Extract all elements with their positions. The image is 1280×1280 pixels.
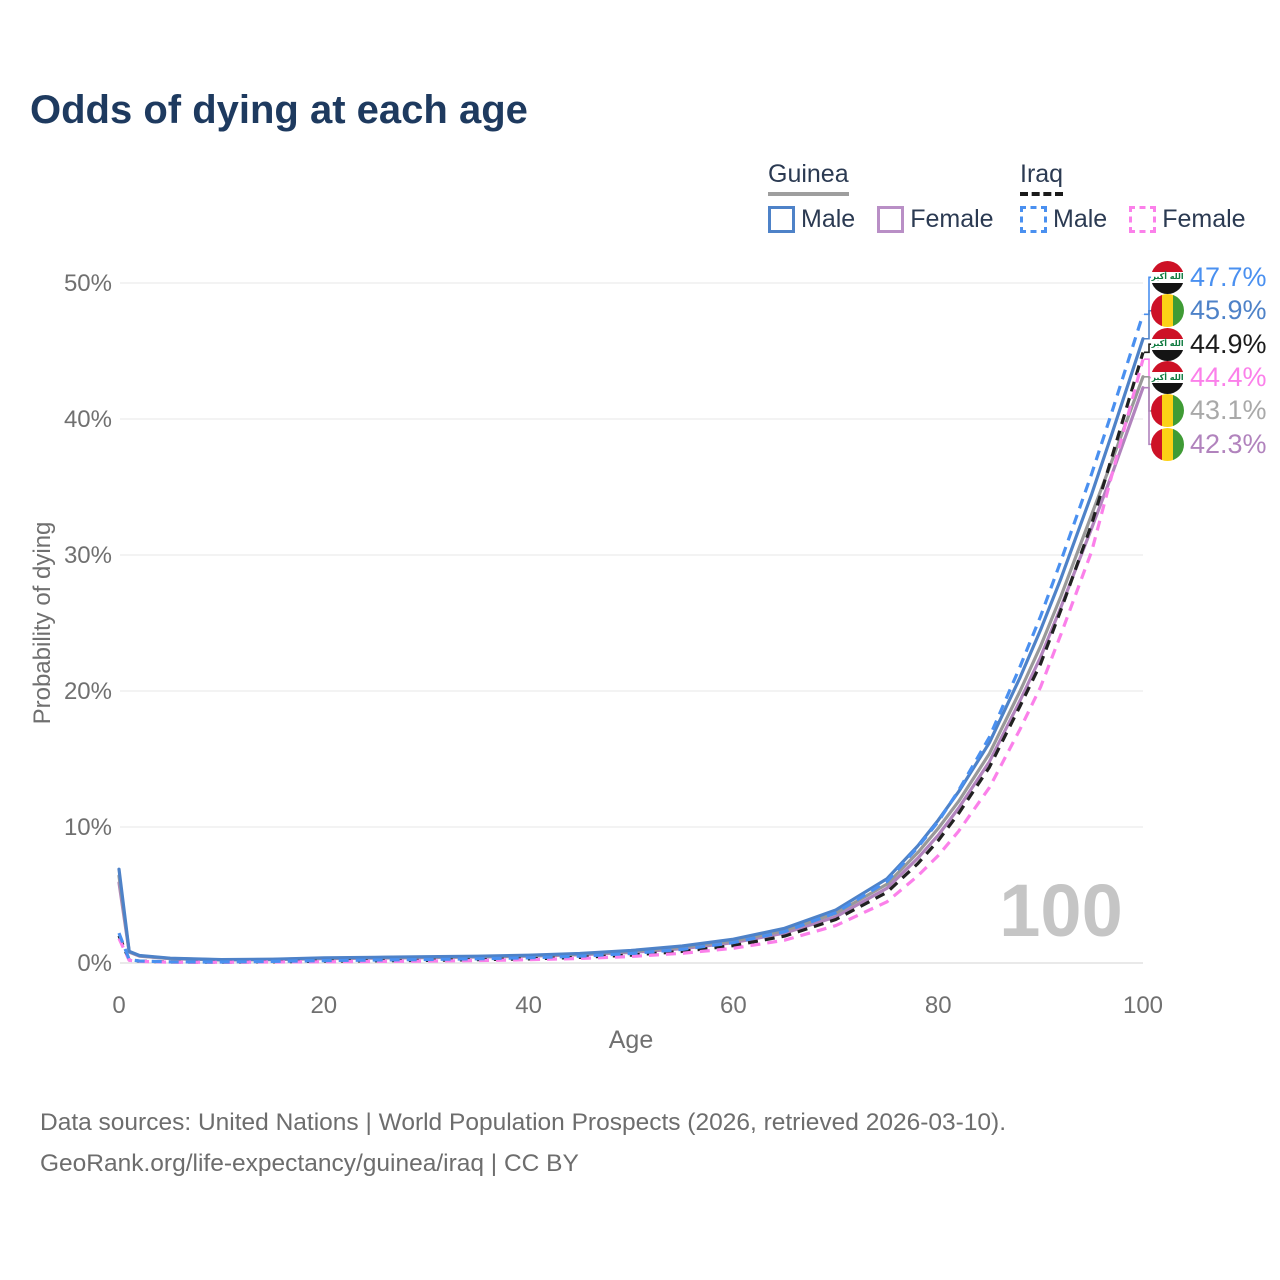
end-label-iraq-male: الله أكبر 47.7%	[1151, 260, 1267, 294]
legend-item-label: Male	[801, 205, 856, 233]
legend-item-iraq-male[interactable]: Male	[1020, 205, 1107, 234]
iraq-takbir-text: الله أكبر	[1151, 339, 1184, 349]
series-line-iraq-male[interactable]	[117, 313, 1145, 964]
y-axis-title: Probability of dying	[29, 521, 56, 725]
end-label-guinea-female: 42.3%	[1151, 427, 1267, 461]
end-label-value: 45.9%	[1190, 295, 1267, 326]
footer-line-1: Data sources: United Nations | World Pop…	[40, 1109, 1007, 1136]
y-tick-label: 0%	[77, 950, 112, 977]
y-tick-label: 40%	[64, 406, 112, 433]
legend-item-label: Female	[910, 205, 994, 233]
line-swatch-guinea-female-icon	[877, 206, 905, 233]
end-label-value: 42.3%	[1190, 428, 1267, 459]
legend-country-guinea[interactable]: Guinea	[768, 160, 849, 196]
legend-item-guinea-male[interactable]: Male	[768, 205, 855, 234]
end-label-iraq-female: الله أكبر 44.4%	[1151, 361, 1267, 395]
end-label-value: 47.7%	[1190, 261, 1267, 292]
legend-country-iraq[interactable]: Iraq	[1020, 160, 1064, 196]
x-tick-label: 80	[925, 992, 952, 1019]
guinea-flag-icon	[1151, 294, 1184, 328]
legend-item-label: Male	[1053, 205, 1108, 233]
series-line-guinea-female[interactable]	[117, 386, 1145, 962]
end-label-guinea-both: 43.1%	[1151, 394, 1267, 428]
legend-item-iraq-female[interactable]: Female	[1129, 205, 1246, 234]
y-tick-label: 30%	[64, 542, 112, 569]
line-swatch-iraq-female-icon	[1129, 206, 1157, 233]
data-source-footer: Data sources: United Nations | World Pop…	[40, 1102, 1006, 1184]
y-tick-label: 10%	[64, 814, 112, 841]
end-label-value: 44.9%	[1190, 328, 1267, 359]
end-label-value: 43.1%	[1190, 395, 1267, 426]
page-title: Odds of dying at each age	[30, 88, 528, 132]
x-axis-tick-labels: 0 20 40 60 80 100	[112, 992, 1163, 1019]
x-tick-label: 40	[515, 992, 542, 1019]
gridlines	[120, 282, 1143, 964]
series-line-guinea-both[interactable]	[117, 375, 1145, 962]
iraq-takbir-text: الله أكبر	[1151, 272, 1184, 282]
legend-group-guinea: Guinea Male Female	[768, 160, 994, 234]
series-line-iraq-female[interactable]	[117, 358, 1145, 964]
x-tick-label: 100	[1123, 992, 1163, 1019]
end-label-value: 44.4%	[1190, 362, 1267, 393]
x-axis-title: Age	[608, 1026, 654, 1054]
series-line-guinea-male[interactable]	[117, 337, 1145, 962]
line-swatch-guinea-male-icon	[768, 206, 795, 233]
guinea-flag-icon	[1151, 427, 1184, 461]
hover-age-watermark: 100	[999, 869, 1123, 952]
series-lines	[117, 313, 1145, 964]
iraq-takbir-text: الله أكبر	[1151, 372, 1184, 382]
y-tick-label: 50%	[64, 270, 112, 297]
line-swatch-iraq-male-icon	[1020, 206, 1047, 233]
y-axis-tick-labels: 0% 10% 20% 30% 40% 50%	[64, 270, 112, 977]
end-label-iraq-both: الله أكبر 44.9%	[1151, 327, 1267, 361]
y-tick-label: 20%	[64, 678, 112, 705]
footer-line-2[interactable]: GeoRank.org/life-expectancy/guinea/iraq …	[40, 1150, 579, 1177]
iraq-flag-icon: الله أكبر	[1151, 361, 1184, 395]
iraq-flag-icon: الله أكبر	[1151, 260, 1184, 294]
legend-item-guinea-female[interactable]: Female	[877, 205, 994, 234]
x-tick-label: 0	[112, 992, 125, 1019]
legend-group-iraq: Iraq Male Female	[1020, 160, 1246, 234]
x-tick-label: 60	[720, 992, 747, 1019]
legend-item-label: Female	[1162, 205, 1246, 233]
guinea-flag-icon	[1151, 394, 1184, 428]
x-tick-label: 20	[310, 992, 337, 1019]
series-line-iraq-both[interactable]	[117, 351, 1145, 964]
end-label-guinea-male: 45.9%	[1151, 294, 1267, 328]
iraq-flag-icon: الله أكبر	[1151, 327, 1184, 361]
